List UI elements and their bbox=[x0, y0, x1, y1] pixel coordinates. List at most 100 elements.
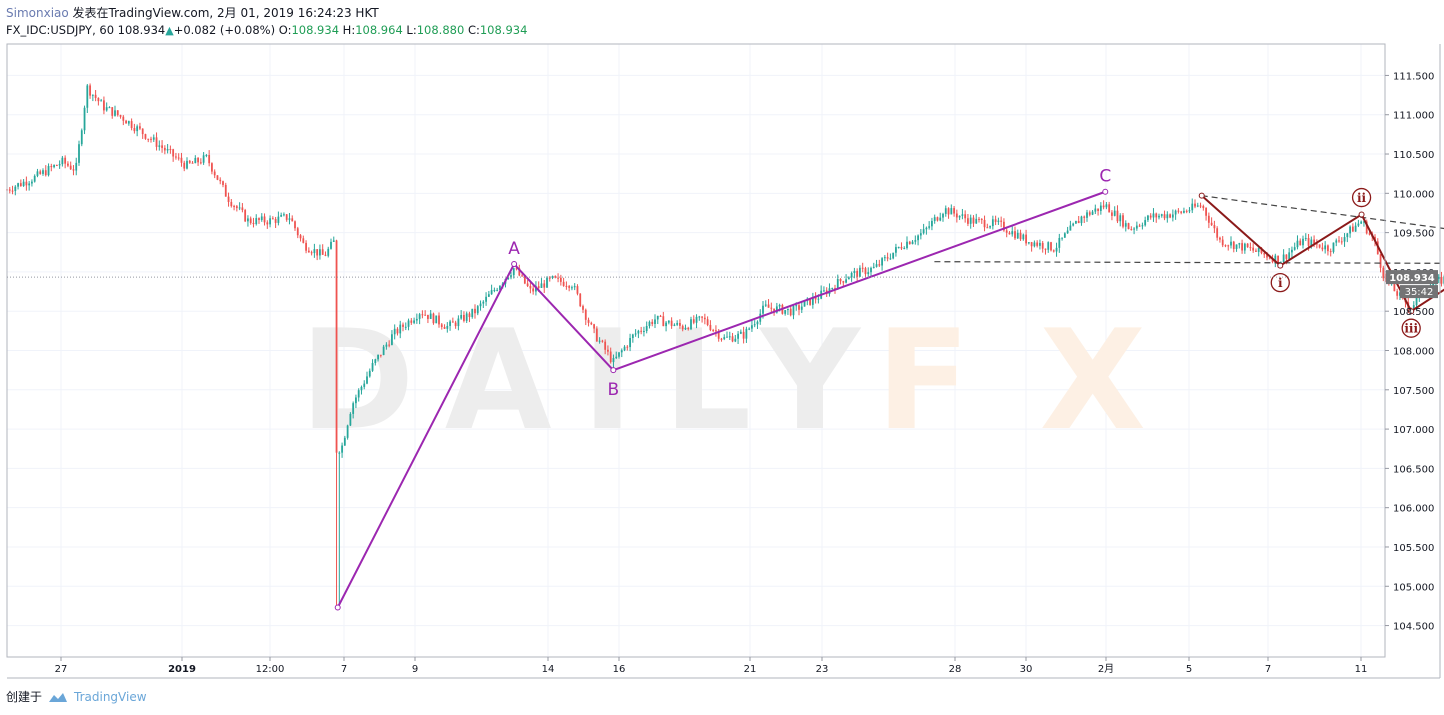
candle-body bbox=[748, 328, 751, 330]
abc-wave-drawing[interactable]: A B C bbox=[334, 167, 1111, 611]
candle-body bbox=[737, 333, 739, 339]
x-tick-label: 27 bbox=[55, 664, 68, 675]
candle-body bbox=[670, 320, 673, 326]
candle-body bbox=[571, 287, 573, 289]
wave-label-b: B bbox=[607, 380, 619, 400]
candle-body bbox=[382, 346, 385, 356]
tradingview-logo-icon[interactable] bbox=[48, 691, 68, 703]
candle-body bbox=[1357, 223, 1360, 226]
candle-body bbox=[263, 216, 266, 223]
candle-body bbox=[111, 107, 114, 116]
candle-body bbox=[177, 157, 180, 159]
wave-label-c: C bbox=[1099, 167, 1111, 187]
candle-body bbox=[244, 210, 247, 222]
candle-body bbox=[158, 145, 161, 147]
candle-body bbox=[490, 290, 493, 295]
candle-body bbox=[1099, 205, 1102, 211]
candle-body bbox=[360, 386, 363, 391]
candle-body bbox=[1440, 276, 1443, 284]
candle-body bbox=[175, 156, 177, 158]
candle-body bbox=[208, 155, 211, 164]
candle-body bbox=[814, 297, 817, 300]
candle-body bbox=[463, 314, 465, 321]
candle-body bbox=[1351, 226, 1354, 232]
candle-body bbox=[1149, 215, 1152, 218]
candle-body bbox=[565, 285, 568, 287]
candle-body bbox=[800, 306, 803, 310]
candle-body bbox=[709, 324, 712, 330]
candle-body bbox=[421, 314, 424, 316]
candle-body bbox=[64, 157, 67, 164]
candle-body bbox=[911, 241, 914, 245]
candle-body bbox=[1033, 242, 1036, 247]
created-with-label: 创建于 bbox=[6, 690, 43, 704]
candle-body bbox=[1235, 244, 1238, 249]
candle-body bbox=[377, 354, 379, 360]
candle-body bbox=[255, 218, 258, 225]
candle-body bbox=[784, 310, 787, 314]
candle-body bbox=[593, 324, 595, 329]
candle-body bbox=[1019, 232, 1022, 240]
candle-body bbox=[919, 233, 922, 236]
wave-point bbox=[334, 604, 341, 611]
candle-body bbox=[889, 258, 892, 260]
candle-body bbox=[1047, 242, 1050, 250]
candle-body bbox=[1169, 214, 1171, 218]
candle-body bbox=[1160, 214, 1163, 216]
candle-body bbox=[493, 289, 496, 291]
open-label: O: bbox=[278, 23, 292, 37]
candle-body bbox=[103, 100, 105, 111]
candle-body bbox=[202, 155, 205, 163]
candle-body bbox=[1199, 205, 1202, 207]
candle-body bbox=[623, 346, 626, 351]
candle-body bbox=[839, 278, 842, 282]
impulse-wave-drawing[interactable]: iiiiiiivv bbox=[1198, 187, 1444, 377]
candle-body bbox=[845, 279, 847, 283]
candle-body bbox=[1205, 207, 1207, 216]
candle-body bbox=[1238, 243, 1241, 245]
tradingview-brand[interactable]: TradingView bbox=[74, 689, 147, 704]
candle-body bbox=[637, 330, 640, 334]
candle-body bbox=[1382, 267, 1385, 279]
candle-body bbox=[100, 100, 103, 102]
candle-body bbox=[460, 314, 463, 319]
candle-body bbox=[305, 242, 307, 251]
candle-body bbox=[1083, 216, 1086, 218]
candle-body bbox=[266, 222, 269, 225]
wave-label-i: i bbox=[1278, 276, 1283, 290]
candle-body bbox=[465, 313, 468, 321]
candle-body bbox=[418, 314, 421, 319]
candle-body bbox=[1232, 241, 1235, 249]
candle-body bbox=[978, 218, 980, 220]
candle-body bbox=[1354, 225, 1357, 232]
author-name[interactable]: Simonxiao bbox=[6, 6, 69, 20]
candle-body bbox=[17, 183, 19, 187]
candlestick-series bbox=[6, 83, 1444, 608]
candle-body bbox=[197, 157, 199, 163]
candle-body bbox=[136, 126, 139, 132]
candle-body bbox=[787, 308, 789, 311]
candle-body bbox=[424, 314, 427, 316]
candle-body bbox=[313, 249, 316, 254]
candle-body bbox=[598, 340, 601, 342]
candle-body bbox=[947, 208, 950, 215]
candle-body bbox=[299, 235, 302, 239]
x-tick-label: 30 bbox=[1020, 664, 1033, 675]
candle-body bbox=[991, 219, 994, 227]
candle-body bbox=[1036, 242, 1039, 246]
candle-body bbox=[523, 275, 526, 284]
candle-body bbox=[224, 184, 227, 197]
candle-body bbox=[634, 333, 637, 335]
candle-body bbox=[568, 286, 571, 288]
candle-body bbox=[296, 228, 299, 236]
candle-body bbox=[83, 107, 86, 131]
candle-body bbox=[1282, 254, 1285, 262]
candle-body bbox=[355, 397, 357, 404]
candle-body bbox=[180, 157, 183, 163]
candle-body bbox=[233, 206, 235, 208]
candle-body bbox=[1080, 216, 1083, 224]
candle-body bbox=[330, 241, 332, 249]
candle-body bbox=[241, 207, 244, 211]
candle-body bbox=[39, 171, 42, 174]
